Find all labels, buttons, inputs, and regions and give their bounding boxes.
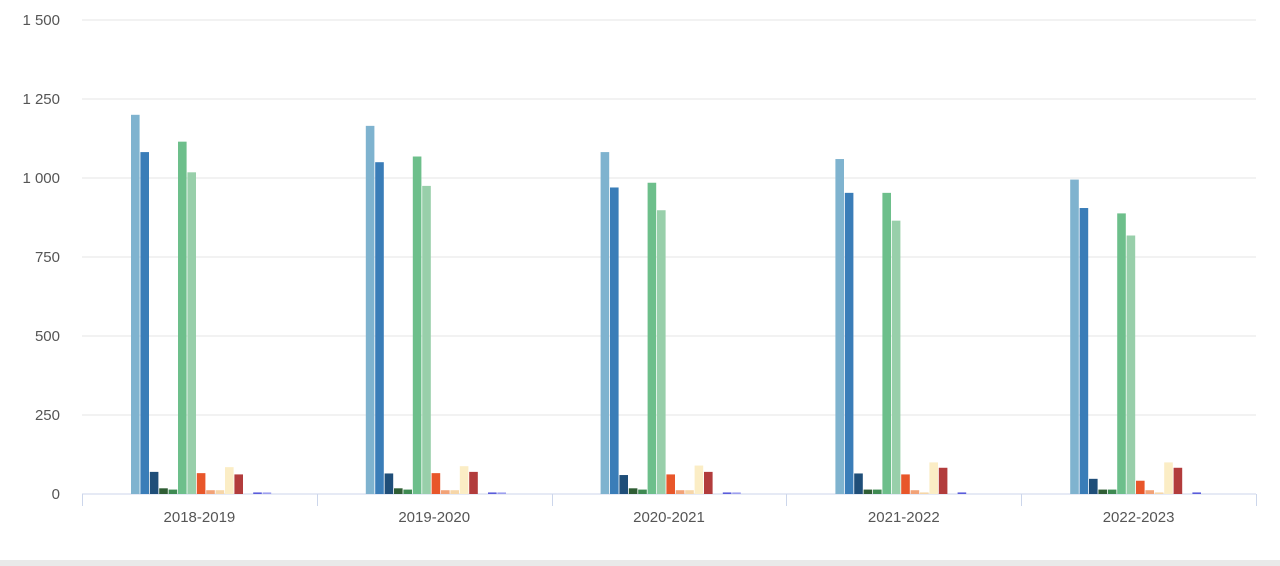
bar bbox=[431, 473, 441, 494]
bar bbox=[666, 474, 675, 494]
bar bbox=[375, 162, 384, 494]
y-tick-label: 250 bbox=[35, 407, 60, 424]
bar bbox=[685, 490, 694, 494]
bar bbox=[450, 490, 459, 494]
bar bbox=[215, 490, 225, 494]
bar bbox=[253, 492, 262, 494]
bar bbox=[365, 125, 375, 495]
bar bbox=[469, 471, 478, 494]
y-tick-label: 0 bbox=[52, 486, 60, 503]
bar bbox=[873, 489, 882, 494]
y-tick-label: 750 bbox=[35, 249, 60, 266]
bar bbox=[638, 489, 647, 494]
bar bbox=[844, 192, 854, 494]
bar bbox=[159, 488, 168, 494]
bar bbox=[422, 185, 431, 494]
bar bbox=[403, 489, 412, 494]
bottom-strip bbox=[0, 560, 1280, 566]
bar bbox=[891, 220, 901, 494]
y-tick-label: 500 bbox=[35, 328, 60, 345]
bar bbox=[441, 490, 450, 494]
bar bbox=[1107, 489, 1117, 494]
bar bbox=[262, 492, 272, 494]
x-tick-label: 2018-2019 bbox=[164, 509, 236, 526]
bar bbox=[675, 490, 685, 494]
bar bbox=[394, 488, 403, 494]
bar bbox=[732, 492, 741, 494]
bar bbox=[704, 471, 713, 494]
bar bbox=[1164, 462, 1173, 494]
bar bbox=[1154, 492, 1164, 494]
bar bbox=[910, 490, 920, 494]
bar bbox=[384, 473, 394, 494]
bar bbox=[488, 492, 497, 494]
bar bbox=[722, 492, 732, 494]
bar bbox=[178, 141, 187, 494]
bar bbox=[1136, 480, 1145, 494]
bar bbox=[206, 490, 215, 494]
bar bbox=[610, 187, 619, 495]
bar bbox=[1126, 235, 1136, 494]
y-tick-label: 1 500 bbox=[22, 12, 60, 29]
bar bbox=[412, 156, 422, 494]
bar bbox=[234, 474, 243, 494]
x-tick-label: 2021-2022 bbox=[868, 509, 940, 526]
bar bbox=[1070, 179, 1079, 494]
bar bbox=[929, 462, 938, 494]
bar bbox=[600, 152, 610, 494]
bar bbox=[1098, 489, 1107, 494]
bar bbox=[957, 492, 967, 494]
bar bbox=[459, 466, 469, 494]
bar bbox=[1117, 213, 1126, 494]
bar bbox=[694, 465, 704, 494]
bar bbox=[225, 467, 234, 494]
bar bbox=[131, 114, 140, 495]
bar bbox=[196, 473, 206, 494]
bar bbox=[901, 474, 910, 494]
x-tick-label: 2019-2020 bbox=[398, 509, 470, 526]
bar bbox=[647, 182, 657, 495]
bar bbox=[1173, 467, 1183, 494]
bar bbox=[657, 210, 666, 495]
bar bbox=[628, 488, 638, 494]
x-tick-label: 2020-2021 bbox=[633, 509, 705, 526]
x-tick-label: 2022-2023 bbox=[1103, 509, 1175, 526]
bar bbox=[619, 475, 628, 494]
bar bbox=[168, 489, 178, 494]
bar bbox=[882, 192, 891, 494]
y-tick-label: 1 000 bbox=[22, 170, 60, 187]
y-tick-label: 1 250 bbox=[22, 91, 60, 108]
bar bbox=[140, 152, 149, 494]
bar bbox=[1192, 492, 1201, 494]
bar bbox=[1079, 208, 1089, 494]
bar bbox=[938, 467, 948, 494]
bar bbox=[497, 492, 506, 494]
bar bbox=[149, 471, 159, 494]
bar bbox=[835, 159, 844, 495]
bar bbox=[854, 473, 863, 494]
bar bbox=[920, 492, 929, 494]
bar bbox=[1089, 478, 1098, 494]
bar bbox=[187, 172, 196, 494]
bar bbox=[863, 489, 873, 494]
bar bbox=[1145, 490, 1154, 494]
